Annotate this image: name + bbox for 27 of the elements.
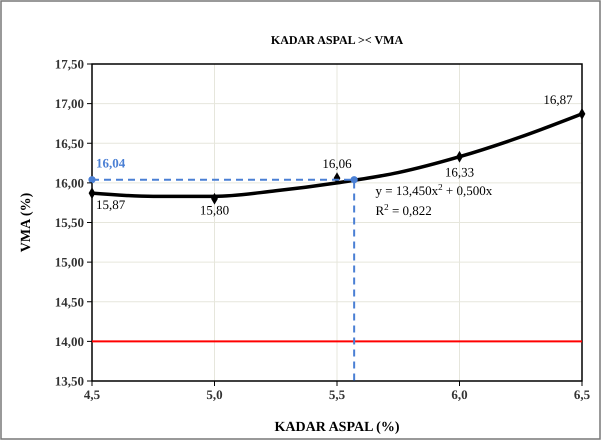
- x-axis-title: KADAR ASPAL (%): [274, 420, 400, 435]
- y-tick-label: 17,00: [54, 96, 84, 112]
- y-tick-label: 16,00: [54, 175, 84, 190]
- y-tick-label: 14,50: [54, 294, 84, 310]
- annotation: 16,04: [96, 156, 126, 171]
- x-tick-label: 6,0: [451, 387, 468, 402]
- data-label: 16,87: [543, 92, 574, 107]
- data-label: 16,06: [322, 156, 352, 172]
- data-label: 15,80: [200, 202, 230, 218]
- chart-title: KADAR ASPAL >< VMA: [270, 33, 404, 47]
- y-tick-label: 16,50: [54, 136, 84, 151]
- annotation: y = 13,450x$^{2}$ + 0,500x: [376, 182, 493, 198]
- data-label: 15,87: [96, 197, 126, 212]
- y-axis-title: VMA (%): [19, 192, 34, 252]
- y-tick-label: 15,50: [54, 215, 84, 230]
- x-tick-label: 5,5: [328, 387, 346, 402]
- annotation: R$^{2}$ = 0,822: [376, 202, 432, 218]
- point: [88, 176, 96, 184]
- x-tick-label: 4,5: [84, 387, 101, 402]
- x-tick-label: 6,5: [574, 387, 591, 402]
- point: [350, 176, 358, 184]
- y-tick-label: 17,50: [54, 56, 84, 72]
- y-tick-label: 13,50: [54, 374, 84, 388]
- data-label: 16,33: [444, 164, 474, 180]
- x-tick-label: 5,0: [206, 387, 223, 402]
- y-tick-label: 14,00: [54, 334, 84, 349]
- y-tick-label: 15,00: [54, 254, 84, 270]
